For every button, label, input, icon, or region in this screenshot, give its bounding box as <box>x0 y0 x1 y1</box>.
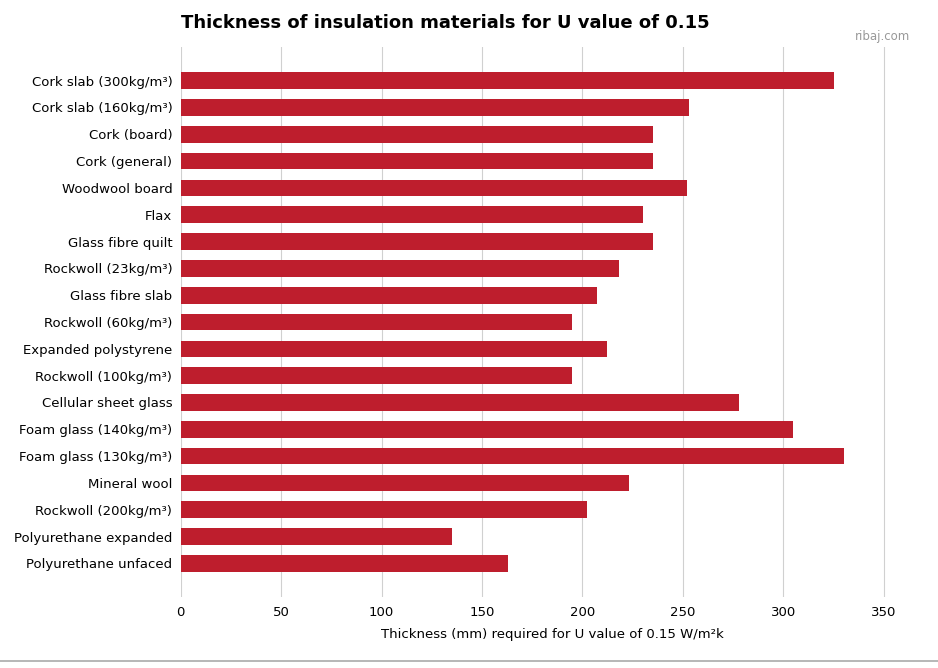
Bar <box>181 153 653 170</box>
Text: Thickness of insulation materials for U value of 0.15: Thickness of insulation materials for U … <box>181 14 709 32</box>
Text: ribaj.com: ribaj.com <box>855 30 910 43</box>
X-axis label: Thickness (mm) required for U value of 0.15 W/m²k: Thickness (mm) required for U value of 0… <box>381 628 724 641</box>
Bar <box>181 287 597 303</box>
Bar <box>181 502 586 518</box>
Bar <box>181 448 844 464</box>
Bar <box>181 206 643 223</box>
Bar <box>181 341 607 357</box>
Bar <box>181 475 628 491</box>
Bar <box>181 260 619 277</box>
Bar <box>181 421 794 438</box>
Bar <box>181 528 452 545</box>
Bar <box>181 72 834 89</box>
Bar <box>181 233 653 250</box>
Bar <box>181 126 653 142</box>
Bar <box>181 394 739 411</box>
Bar <box>181 367 572 384</box>
Bar <box>181 99 689 116</box>
Bar <box>181 314 572 331</box>
Bar <box>181 180 687 196</box>
Bar <box>181 555 508 572</box>
